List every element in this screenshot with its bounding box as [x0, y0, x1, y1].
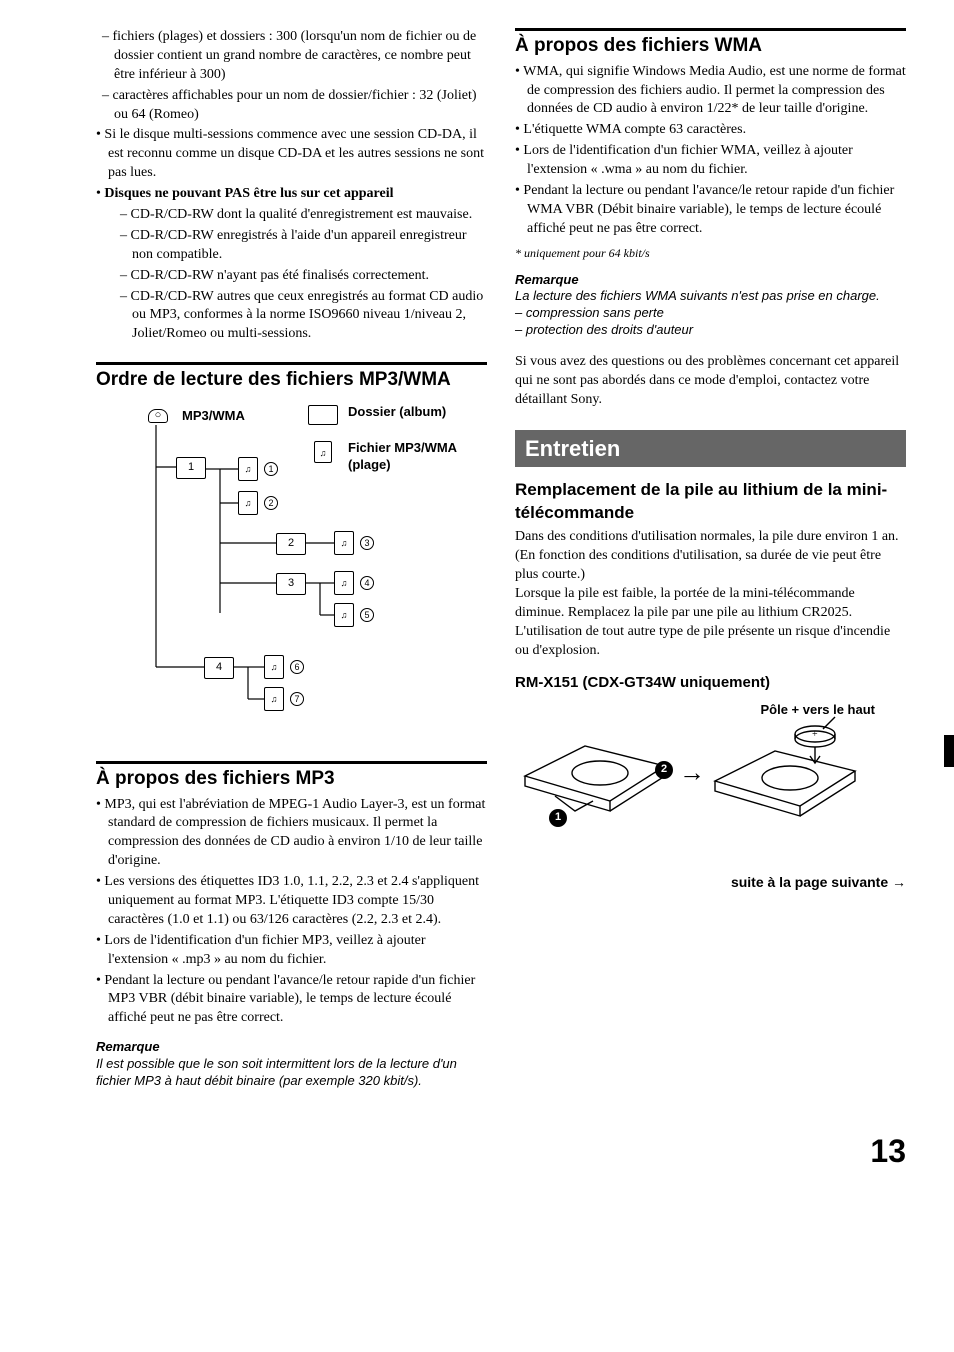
- list-item: CD-R/CD-RW n'ayant pas été finalisés cor…: [120, 267, 487, 286]
- file-node: ♫: [334, 603, 354, 627]
- file-node: ♫: [238, 491, 258, 515]
- not-readable-title: Disques ne pouvant PAS être lus sur cet …: [104, 186, 393, 201]
- wma-bullets: WMA, qui signifie Windows Media Audio, e…: [515, 63, 906, 239]
- wma-footnote: * uniquement pour 64 kbit/s: [515, 245, 906, 261]
- file-number: 5: [360, 608, 374, 622]
- wma-title: À propos des fichiers WMA: [515, 33, 906, 59]
- list-item: L'étiquette WMA compte 63 caractères.: [515, 121, 906, 140]
- section-rule: [515, 28, 906, 31]
- battery-illustration: Pôle + vers le haut: [515, 701, 885, 851]
- folder-node: 2: [276, 533, 306, 555]
- file-number: 7: [290, 692, 304, 706]
- step-1-dot: 1: [549, 809, 567, 827]
- mp3-title: À propos des fichiers MP3: [96, 766, 487, 792]
- wma-remarque-text: compression sans perte: [526, 305, 664, 320]
- section-rule: [96, 761, 487, 764]
- battery-p1: Dans des conditions d'utilisation normal…: [515, 528, 906, 585]
- step-2-dot: 2: [655, 761, 673, 779]
- folder-node: 4: [204, 657, 234, 679]
- list-item: Pendant la lecture ou pendant l'avance/l…: [96, 972, 487, 1029]
- list-item: Lors de l'identification d'un fichier WM…: [515, 142, 906, 180]
- right-column: À propos des fichiers WMA WMA, qui signi…: [515, 28, 906, 1090]
- battery-title: Remplacement de la pile au lithium de la…: [515, 479, 906, 525]
- folder-node: 1: [176, 457, 206, 479]
- battery-p2: Lorsque la pile est faible, la portée de…: [515, 585, 906, 661]
- cd-da-bullet-list: Si le disque multi-sessions commence ave…: [96, 126, 487, 344]
- wma-remarque-text: protection des droits d'auteur: [526, 322, 693, 337]
- entretien-banner: Entretien: [515, 430, 906, 468]
- arrow-icon: →: [679, 755, 705, 790]
- list-item: caractères affichables pour un nom de do…: [102, 87, 487, 125]
- legend-folder-icon: [308, 405, 338, 425]
- file-number: 4: [360, 576, 374, 590]
- side-tab: [944, 735, 954, 767]
- root-node-icon: ○: [148, 409, 168, 423]
- file-node: ♫: [238, 457, 258, 481]
- file-node: ♫: [264, 687, 284, 711]
- list-item: fichiers (plages) et dossiers : 300 (lor…: [102, 28, 487, 85]
- page-columns: fichiers (plages) et dossiers : 300 (lor…: [96, 28, 906, 1090]
- list-item: Pendant la lecture ou pendant l'avance/l…: [515, 182, 906, 239]
- list-item: CD-R/CD-RW dont la qualité d'enregistrem…: [120, 206, 487, 225]
- file-number: 3: [360, 536, 374, 550]
- page-number: 13: [96, 1130, 906, 1173]
- wma-remarque-intro: La lecture des fichiers WMA suivants n'e…: [515, 288, 906, 305]
- file-number: 1: [264, 462, 278, 476]
- list-item: Si le disque multi-sessions commence ave…: [96, 126, 487, 183]
- mp3-bullets: MP3, qui est l'abréviation de MPEG-1 Aud…: [96, 796, 487, 1029]
- left-column: fichiers (plages) et dossiers : 300 (lor…: [96, 28, 487, 1090]
- section-rule: [96, 362, 487, 365]
- list-item: CD-R/CD-RW enregistrés à l'aide d'un app…: [120, 227, 487, 265]
- mp3-remarque-body: Il est possible que le son soit intermit…: [96, 1056, 487, 1090]
- file-node: ♫: [334, 571, 354, 595]
- rm-title: RM-X151 (CDX-GT34W uniquement): [515, 673, 906, 693]
- file-number: 2: [264, 496, 278, 510]
- wma-contact: Si vous avez des questions ou des problè…: [515, 353, 906, 410]
- mp3-wma-tree-diagram: ○ MP3/WMA Dossier (album) ♫ Fichier MP3/…: [108, 403, 458, 743]
- svg-text:+: +: [812, 729, 818, 740]
- remarque-label: Remarque: [515, 271, 906, 289]
- legend-file-label: Fichier MP3/WMA (plage): [348, 439, 458, 474]
- remarque-label: Remarque: [96, 1038, 487, 1056]
- file-number: 6: [290, 660, 304, 674]
- list-item: WMA, qui signifie Windows Media Audio, e…: [515, 63, 906, 120]
- root-label: MP3/WMA: [182, 407, 245, 425]
- folder-node: 3: [276, 573, 306, 595]
- list-item: MP3, qui est l'abréviation de MPEG-1 Aud…: [96, 796, 487, 872]
- legend-file-icon: ♫: [314, 441, 332, 463]
- not-readable-item: Disques ne pouvant PAS être lus sur cet …: [96, 185, 487, 344]
- file-node: ♫: [334, 531, 354, 555]
- list-item: Lors de l'identification d'un fichier MP…: [96, 932, 487, 970]
- intro-sub-bullets: fichiers (plages) et dossiers : 300 (lor…: [96, 28, 487, 124]
- list-item: CD-R/CD-RW autres que ceux enregistrés a…: [120, 288, 487, 345]
- wma-remarque-item: – protection des droits d'auteur: [515, 322, 906, 339]
- legend-folder-label: Dossier (album): [348, 403, 446, 421]
- file-node: ♫: [264, 655, 284, 679]
- wma-remarque-item: – compression sans perte: [515, 305, 906, 322]
- not-readable-list: CD-R/CD-RW dont la qualité d'enregistrem…: [108, 206, 487, 344]
- order-title: Ordre de lecture des fichiers MP3/WMA: [96, 367, 487, 393]
- list-item: Les versions des étiquettes ID3 1.0, 1.1…: [96, 873, 487, 930]
- continue-text: suite à la page suivante →: [515, 873, 906, 892]
